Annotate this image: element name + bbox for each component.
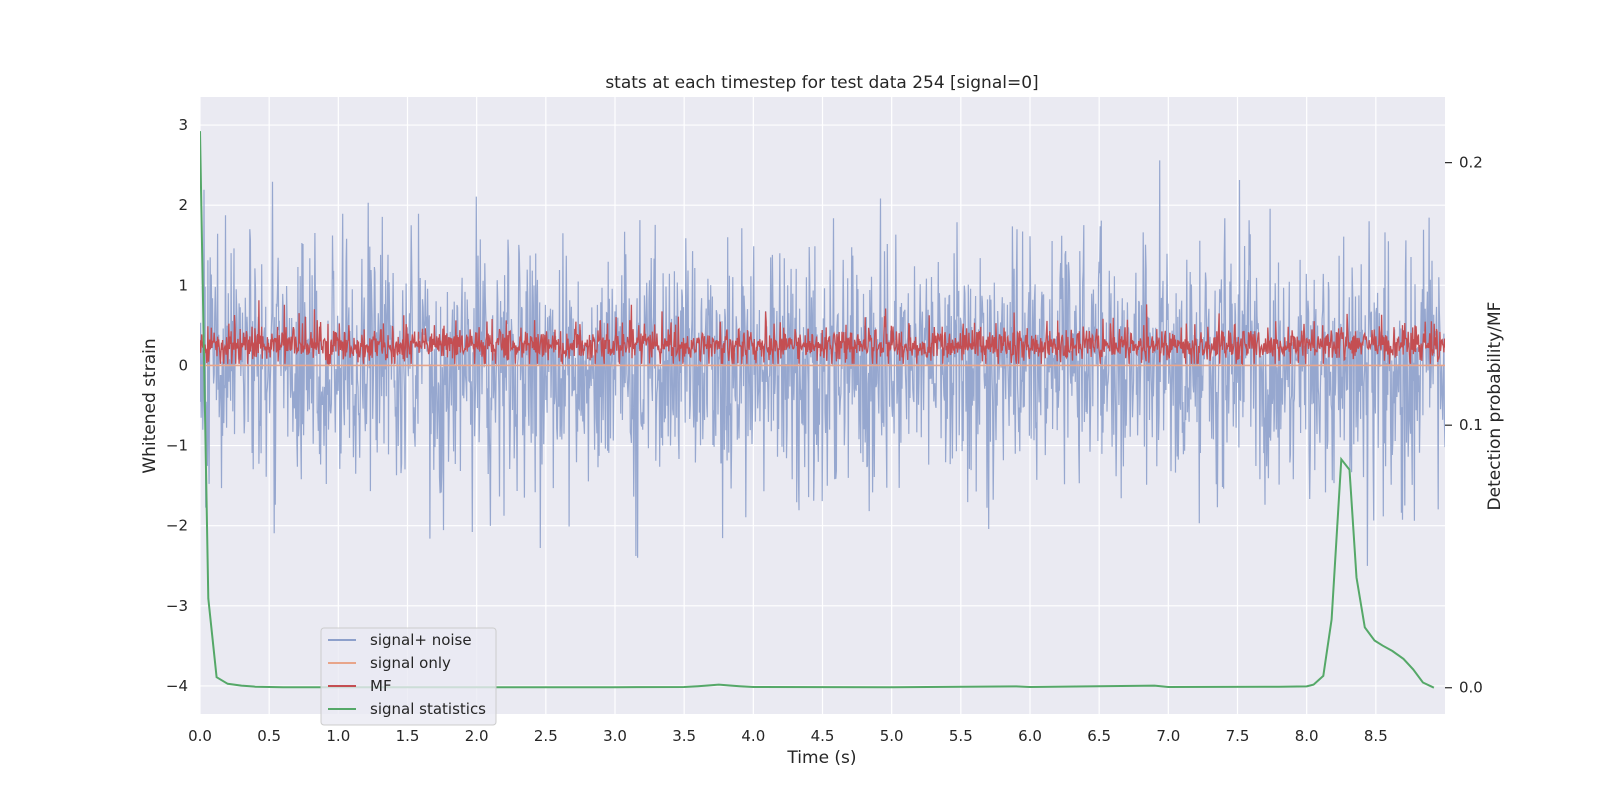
y2-axis-label: Detection probability/MF [1485, 302, 1505, 511]
legend-label-signal-only: signal only [370, 654, 451, 672]
series-group [200, 131, 1445, 689]
legend-label-mf: MF [370, 677, 392, 695]
y2-tick-label: 0.0 [1459, 679, 1483, 697]
x-tick-label: 6.5 [1087, 727, 1111, 745]
x-tick-label: 4.0 [741, 727, 765, 745]
y-tick-label: 3 [178, 116, 188, 134]
plot-area [200, 131, 1445, 689]
x-tick-label: 0.0 [188, 727, 212, 745]
x-tick-label: 4.5 [811, 727, 835, 745]
y-tick-label: −3 [166, 597, 188, 615]
y2-tick-label: 0.1 [1459, 416, 1483, 434]
y-tick-label: −1 [166, 437, 188, 455]
y2-tick-label: 0.2 [1459, 154, 1483, 172]
legend: signal+ noise signal only MF signal stat… [320, 627, 497, 726]
x-tick-label: 5.0 [880, 727, 904, 745]
x-tick-label: 8.5 [1364, 727, 1388, 745]
x-tick-label: 2.5 [534, 727, 558, 745]
series-signal-statistics-line [200, 131, 1435, 689]
y-axis-label: Whitened strain [140, 338, 160, 473]
y-tick-label: 1 [178, 276, 188, 294]
x-axis-label: Time (s) [786, 748, 856, 768]
x-tick-label: 1.5 [396, 727, 420, 745]
chart-title: stats at each timestep for test data 254… [605, 73, 1038, 93]
x-tick-label: 2.0 [465, 727, 489, 745]
x-tick-label: 1.0 [326, 727, 350, 745]
x-tick-label: 3.0 [603, 727, 627, 745]
x-tick-label: 6.0 [1018, 727, 1042, 745]
x-tick-label: 7.5 [1226, 727, 1250, 745]
y-tick-label: −4 [166, 677, 188, 695]
legend-label-signal-statistics: signal statistics [370, 700, 486, 718]
x-tick-label: 7.0 [1156, 727, 1180, 745]
legend-label-signal-noise: signal+ noise [370, 631, 472, 649]
y-tick-label: 0 [178, 356, 188, 374]
axes: 0.0 0.5 1.0 1.5 2.0 2.5 3.0 3.5 4.0 4.5 5.0 5.5 6.0 6… [166, 116, 1483, 745]
y-tick-label: 2 [178, 196, 188, 214]
x-tick-label: 0.5 [257, 727, 281, 745]
x-tick-label: 3.5 [672, 727, 696, 745]
series-mf-line [200, 300, 1445, 366]
x-tick-label: 8.0 [1295, 727, 1319, 745]
x-tick-label: 5.5 [949, 727, 973, 745]
legend-box [320, 627, 497, 726]
y-tick-label: −2 [166, 517, 188, 535]
